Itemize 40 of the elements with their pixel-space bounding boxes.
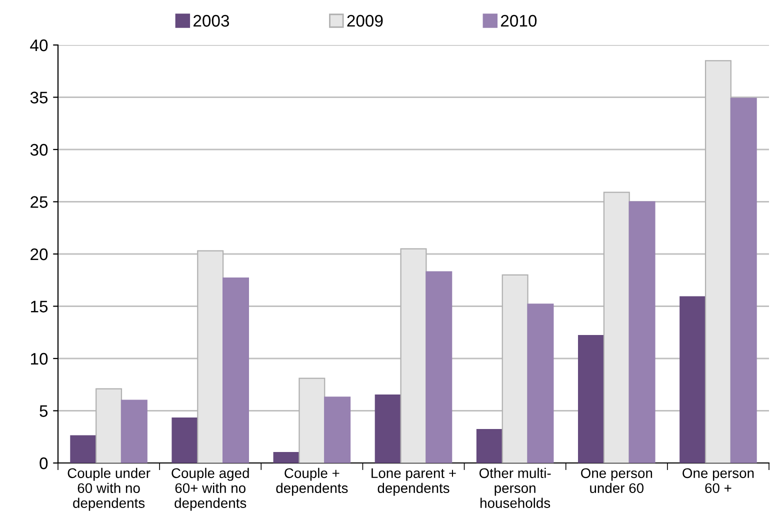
bar <box>273 452 300 463</box>
bar <box>527 304 554 463</box>
y-tick-label: 15 <box>31 300 48 312</box>
y-tick-label: 25 <box>30 196 48 208</box>
x-tick-label: Other multi- person households <box>479 468 551 508</box>
bar <box>578 334 604 463</box>
bar <box>374 394 402 463</box>
y-tick-label: 20 <box>30 248 48 260</box>
bar <box>197 250 224 463</box>
bar <box>730 98 757 463</box>
y-tick-label: 40 <box>30 39 48 52</box>
bar <box>96 388 122 463</box>
bar <box>426 271 452 463</box>
y-tick-label: 10 <box>31 352 48 365</box>
bar <box>628 201 656 463</box>
bar <box>400 248 427 463</box>
y-tick-label: 5 <box>40 405 48 417</box>
bar <box>222 277 249 463</box>
bar <box>704 60 732 463</box>
y-tick-label: 35 <box>30 92 48 104</box>
y-tick-label: 30 <box>30 144 48 156</box>
bar <box>603 192 630 463</box>
x-tick-label: Couple aged 60+ with no dependents <box>172 468 249 511</box>
x-tick-label: Couple under 60 with no dependents <box>68 468 150 511</box>
bar <box>120 400 148 463</box>
bar <box>502 274 528 463</box>
bar <box>324 396 351 463</box>
bar <box>680 296 706 463</box>
x-tick-label: One person under 60 <box>581 468 652 494</box>
bar <box>172 418 198 463</box>
legend-label: 2010 <box>500 14 537 27</box>
x-tick-label: Couple + dependents <box>276 468 348 496</box>
x-tick-label: One person 60 + <box>682 468 754 494</box>
legend-label: 2009 <box>347 14 383 27</box>
bar <box>476 429 503 463</box>
x-tick-label: Lone parent + dependents <box>372 468 456 496</box>
bar <box>298 378 326 463</box>
legend-label: 2003 <box>194 14 230 27</box>
y-tick-label: 0 <box>40 457 48 470</box>
bar <box>70 435 97 463</box>
